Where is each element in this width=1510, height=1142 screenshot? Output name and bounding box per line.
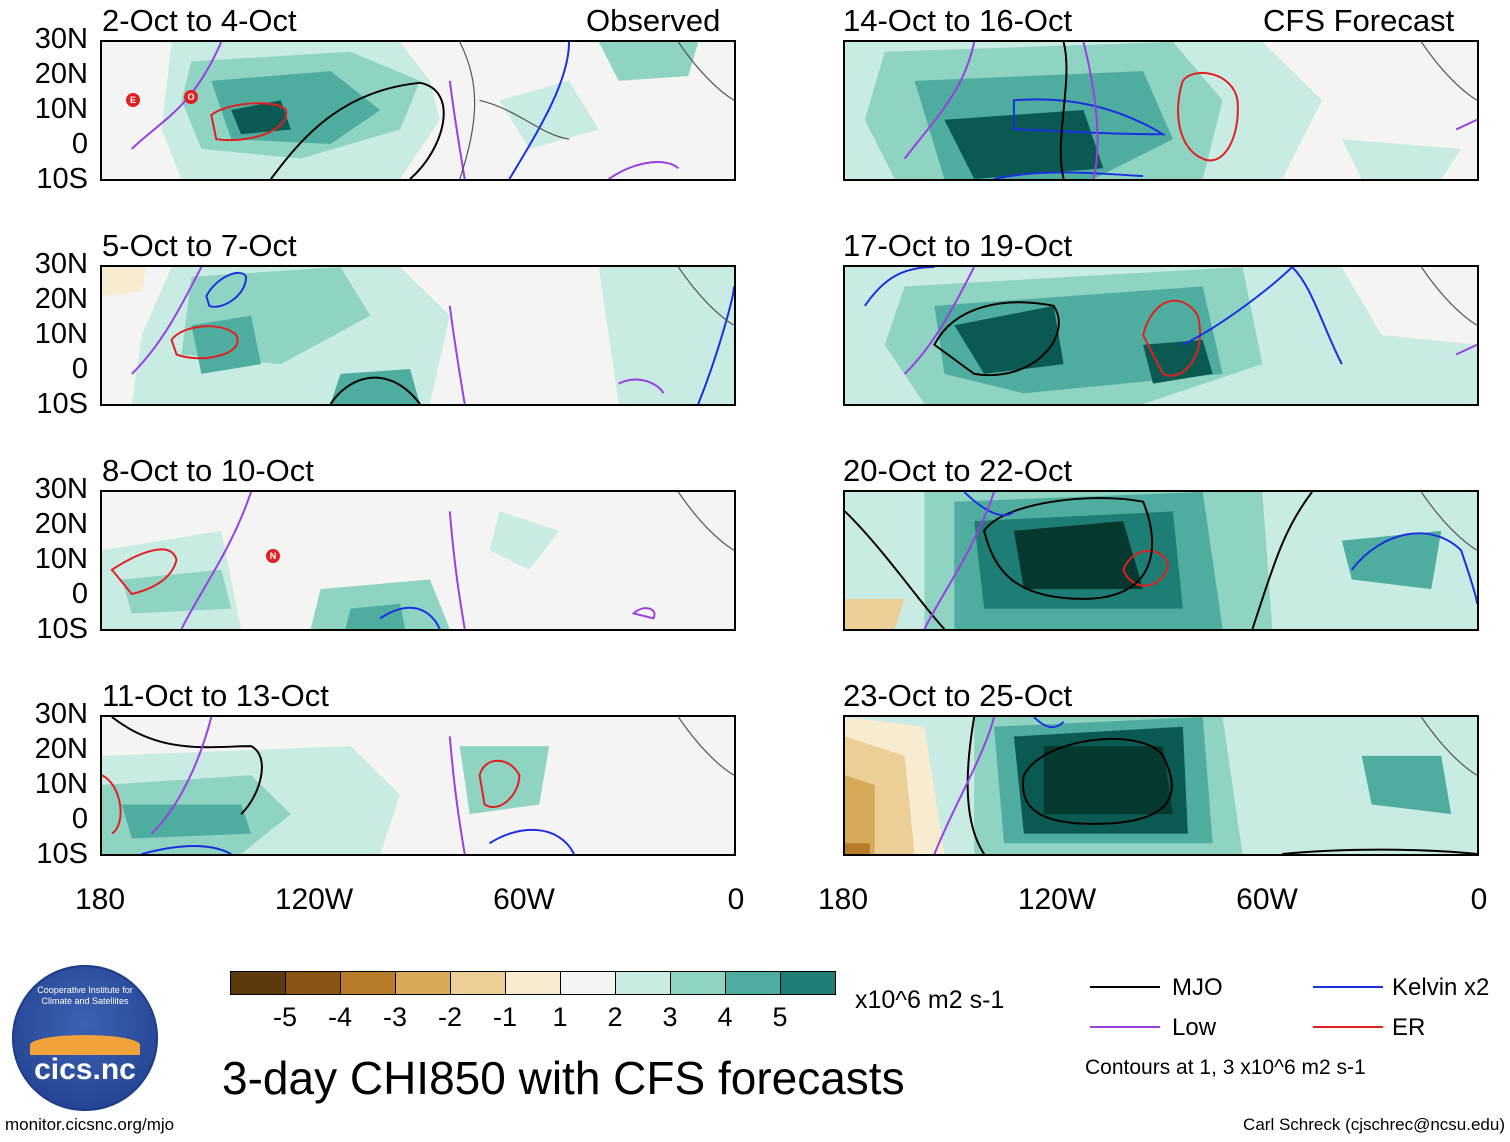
lat-label: 20N <box>34 58 88 90</box>
colorbar-tick-label: -4 <box>327 1002 352 1032</box>
legend-kelvin-line <box>1313 986 1383 988</box>
colorbar-unit: x10^6 m2 s-1 <box>855 986 1005 1014</box>
colorbar-swatch <box>230 971 286 995</box>
colorbar-tick-label: 3 <box>662 1002 678 1032</box>
map-panel-17oct <box>843 265 1479 406</box>
lat-label: 10S <box>36 163 88 195</box>
colorbar-tick-label: -1 <box>492 1002 517 1032</box>
logo-text: cics.nc <box>34 1053 136 1086</box>
panel-title-4: 17-Oct to 19-Oct <box>843 228 1073 263</box>
lon-label-120w-left: 120W <box>274 883 354 916</box>
colorbar-tick-label: -3 <box>382 1002 407 1032</box>
lon-label-180-right: 180 <box>817 883 869 916</box>
lat-label: 0 <box>71 353 88 385</box>
lon-label-0-left: 0 <box>727 883 745 916</box>
lat-label: 10S <box>36 613 88 645</box>
lat-label: 0 <box>71 128 88 160</box>
lat-label: 20N <box>34 508 88 540</box>
panel-title-2: 14-Oct to 16-Oct <box>843 3 1073 38</box>
colorbar-swatch <box>670 971 726 995</box>
colorbar-tick-label: -5 <box>272 1002 297 1032</box>
colorbar-tick-label: 4 <box>717 1002 733 1032</box>
lon-label-120w-right: 120W <box>1017 883 1097 916</box>
panel-label-forecast: CFS Forecast <box>1263 3 1455 38</box>
panel-label-observed: Observed <box>586 3 721 38</box>
lon-label-60w-left: 60W <box>493 883 555 916</box>
panel-title-5: 8-Oct to 10-Oct <box>102 453 314 488</box>
lon-label-60w-right: 60W <box>1236 883 1298 916</box>
colorbar-swatch <box>340 971 396 995</box>
colorbar-tick-label: 1 <box>552 1002 568 1032</box>
lon-label-0-right: 0 <box>1470 883 1488 916</box>
storm-marker-o: O <box>184 90 198 104</box>
legend-note: Contours at 1, 3 x10^6 m2 s-1 <box>1085 1056 1366 1079</box>
footer-credit: Carl Schreck (cjschrec@ncsu.edu) <box>1243 1115 1505 1134</box>
logo-ring-text: Cooperative Institute for Climate and Sa… <box>37 985 133 1006</box>
legend-kelvin-label: Kelvin x2 <box>1392 974 1490 1001</box>
panel-title-8: 23-Oct to 25-Oct <box>843 678 1073 713</box>
colorbar-tick-label: 5 <box>772 1002 788 1032</box>
map-panel-14oct <box>843 40 1479 181</box>
storm-marker-n: N <box>266 549 280 563</box>
lat-label: 30N <box>34 473 88 505</box>
colorbar-swatch <box>560 971 616 995</box>
lat-label: 30N <box>34 248 88 280</box>
lat-label: 30N <box>34 698 88 730</box>
colorbar-tick-label: -2 <box>437 1002 462 1032</box>
colorbar-swatch <box>395 971 451 995</box>
legend-mjo-line <box>1090 986 1160 988</box>
colorbar-swatch <box>780 971 836 995</box>
logo-mountain <box>30 1035 140 1055</box>
lat-label: 20N <box>34 283 88 315</box>
lat-label: 0 <box>71 803 88 835</box>
legend-low-label: Low <box>1172 1014 1217 1041</box>
legend-er-label: ER <box>1392 1014 1426 1041</box>
lat-label: 10N <box>34 768 88 800</box>
panel-title-1: 2-Oct to 4-Oct <box>102 3 297 38</box>
lat-label: 10N <box>34 93 88 125</box>
main-title: 3-day CHI850 with CFS forecasts <box>222 1052 905 1104</box>
map-panel-8oct <box>100 490 736 631</box>
colorbar-tick-label: 2 <box>607 1002 623 1032</box>
legend-mjo-label: MJO <box>1172 974 1223 1001</box>
lat-label: 10N <box>34 543 88 575</box>
panel-title-3: 5-Oct to 7-Oct <box>102 228 297 263</box>
lat-label: 0 <box>71 578 88 610</box>
legend-low-line <box>1090 1026 1160 1028</box>
colorbar-swatch <box>505 971 561 995</box>
lat-label: 30N <box>34 23 88 55</box>
colorbar-swatch <box>450 971 506 995</box>
lat-label: 10S <box>36 388 88 420</box>
map-panel-2oct <box>100 40 736 181</box>
lat-label: 20N <box>34 733 88 765</box>
legend-er-line <box>1313 1026 1383 1028</box>
colorbar-swatch <box>725 971 781 995</box>
map-panel-23oct <box>843 715 1479 856</box>
panel-title-7: 11-Oct to 13-Oct <box>102 678 329 713</box>
lon-label-180-left: 180 <box>74 883 126 916</box>
map-panel-11oct <box>100 715 736 856</box>
map-panel-5oct <box>100 265 736 406</box>
map-panel-20oct <box>843 490 1479 631</box>
colorbar-swatch <box>285 971 341 995</box>
lat-label: 10S <box>36 838 88 870</box>
panel-title-6: 20-Oct to 22-Oct <box>843 453 1073 488</box>
colorbar-swatch <box>615 971 671 995</box>
lat-label: 10N <box>34 318 88 350</box>
storm-marker-e: E <box>126 93 140 107</box>
footer-url: monitor.cicsnc.org/mjo <box>5 1115 175 1134</box>
cics-logo: cics.nc Cooperative Institute for Climat… <box>12 965 158 1111</box>
